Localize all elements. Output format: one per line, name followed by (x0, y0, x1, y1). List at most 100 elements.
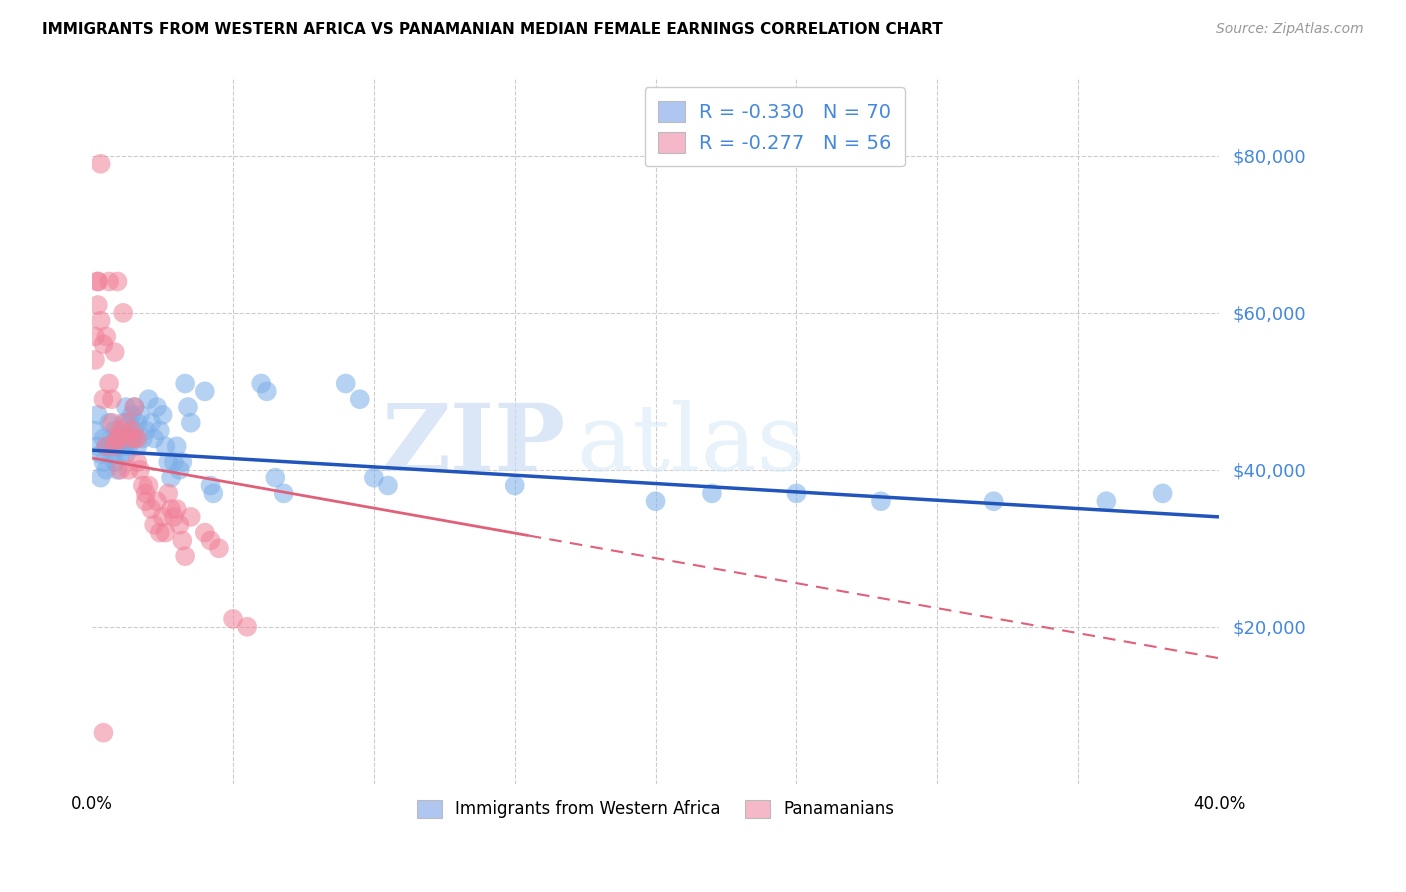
Point (127, 416, 149, 430)
Point (174, 376, 197, 391)
Point (146, 494, 169, 508)
Point (93, 392, 115, 407)
Point (93, 432, 115, 446)
Point (149, 424, 172, 438)
Point (101, 432, 124, 446)
Point (363, 471, 385, 485)
Point (785, 486, 807, 500)
Point (377, 478, 399, 492)
Point (138, 478, 160, 492)
Point (152, 408, 174, 422)
Point (118, 432, 141, 446)
Point (200, 478, 222, 492)
Point (90, 314, 112, 328)
Point (335, 376, 357, 391)
Point (160, 471, 183, 485)
Point (141, 502, 163, 516)
Point (983, 494, 1005, 508)
Point (155, 439, 177, 453)
Point (101, 392, 124, 407)
Point (172, 533, 194, 548)
Point (273, 486, 295, 500)
Point (208, 541, 231, 556)
Point (96, 439, 118, 453)
Point (118, 463, 141, 477)
Point (121, 408, 143, 422)
Point (96, 439, 118, 453)
Point (132, 432, 155, 446)
Point (1095, 494, 1118, 508)
Point (98, 416, 121, 430)
Point (107, 463, 129, 477)
Point (107, 432, 129, 446)
Point (1152, 486, 1174, 500)
Point (110, 463, 132, 477)
Point (110, 432, 132, 446)
Point (124, 400, 146, 414)
Point (112, 416, 135, 430)
Point (93, 725, 115, 739)
Point (87, 298, 110, 312)
Point (98, 376, 121, 391)
Point (96, 329, 118, 343)
Text: IMMIGRANTS FROM WESTERN AFRICA VS PANAMANIAN MEDIAN FEMALE EARNINGS CORRELATION : IMMIGRANTS FROM WESTERN AFRICA VS PANAMA… (42, 22, 943, 37)
Point (127, 455, 149, 469)
Point (115, 416, 138, 430)
Point (98, 439, 121, 453)
Point (107, 275, 129, 289)
Text: atlas: atlas (576, 400, 806, 490)
Point (84, 329, 107, 343)
Point (157, 486, 180, 500)
Point (169, 517, 191, 532)
Point (101, 416, 124, 430)
Point (135, 424, 157, 438)
Point (87, 275, 110, 289)
Point (127, 432, 149, 446)
Point (115, 400, 138, 414)
Point (256, 384, 278, 399)
Point (98, 275, 121, 289)
Point (104, 424, 127, 438)
Point (84, 353, 107, 368)
Point (180, 416, 202, 430)
Point (115, 447, 138, 461)
Point (157, 455, 180, 469)
Text: ZIP: ZIP (381, 400, 565, 490)
Point (104, 455, 127, 469)
Point (124, 432, 146, 446)
Point (163, 455, 186, 469)
Point (143, 517, 166, 532)
Point (135, 494, 157, 508)
Point (149, 525, 172, 540)
Point (194, 525, 217, 540)
Point (870, 494, 893, 508)
Point (349, 392, 371, 407)
Point (180, 509, 202, 524)
Point (236, 620, 259, 634)
Point (700, 486, 723, 500)
Point (200, 533, 222, 548)
Point (87, 439, 110, 453)
Point (138, 392, 160, 407)
Point (101, 447, 124, 461)
Point (104, 345, 127, 359)
Point (110, 424, 132, 438)
Point (90, 157, 112, 171)
Text: Source: ZipAtlas.com: Source: ZipAtlas.com (1216, 22, 1364, 37)
Legend: Immigrants from Western Africa, Panamanians: Immigrants from Western Africa, Panamani… (409, 793, 901, 825)
Point (118, 439, 141, 453)
Point (124, 424, 146, 438)
Point (152, 509, 174, 524)
Point (644, 494, 666, 508)
Point (222, 612, 245, 626)
Point (172, 455, 194, 469)
Point (177, 400, 200, 414)
Point (160, 502, 183, 516)
Point (90, 447, 112, 461)
Point (124, 400, 146, 414)
Point (163, 509, 186, 524)
Point (503, 478, 526, 492)
Point (112, 439, 135, 453)
Point (90, 471, 112, 485)
Point (264, 471, 287, 485)
